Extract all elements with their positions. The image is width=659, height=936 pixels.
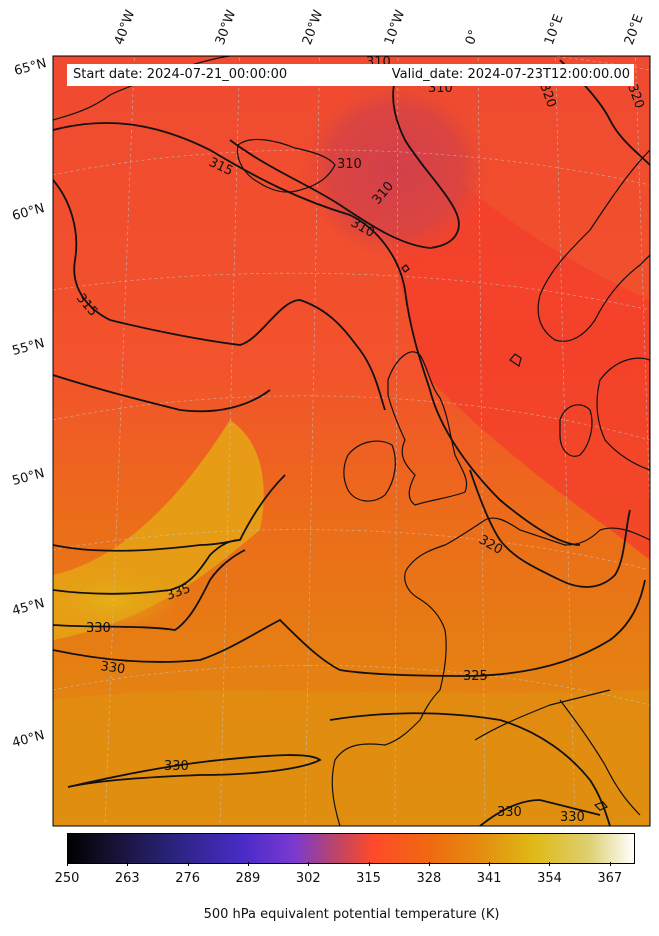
colorbar-tick-label: 302 bbox=[295, 871, 321, 886]
contour-label: 330 bbox=[560, 810, 585, 825]
contour-330-d bbox=[329, 712, 611, 826]
coast-ireland bbox=[343, 440, 396, 502]
colorbar-tick-label: 341 bbox=[476, 871, 502, 886]
colorbar-tick bbox=[489, 862, 491, 866]
coast-great-britain bbox=[387, 351, 468, 506]
contour-320-south bbox=[53, 474, 286, 552]
colorbar-tick-label: 315 bbox=[356, 871, 381, 886]
colorbar-tick bbox=[67, 862, 68, 866]
coast-continent bbox=[404, 517, 650, 721]
valid-date-text: Valid_date: 2024-07-23T12:00:00.00 bbox=[391, 67, 630, 82]
colorbar-tick-label: 328 bbox=[416, 871, 442, 886]
contour-330-c bbox=[67, 754, 322, 788]
colorbar-tick bbox=[368, 862, 370, 866]
contour-330-a bbox=[53, 549, 246, 631]
contour-315-west bbox=[53, 179, 386, 411]
coast-iberia bbox=[331, 719, 421, 826]
colorbar-tick bbox=[428, 862, 430, 866]
map-frame bbox=[52, 55, 651, 827]
colorbar-tick-label: 289 bbox=[235, 871, 261, 886]
contour-335 bbox=[53, 539, 241, 595]
colorbar-tick bbox=[247, 862, 249, 866]
field-southern-band bbox=[53, 690, 650, 826]
start-date-text: Start date: 2024-07-21_00:00:00 bbox=[73, 67, 288, 82]
contours bbox=[53, 59, 650, 826]
coast-italy bbox=[559, 699, 641, 816]
colorbar-tick bbox=[308, 862, 310, 866]
contour-label: 330 bbox=[86, 621, 111, 636]
colorbar bbox=[67, 833, 635, 864]
colorbar-tick bbox=[549, 862, 551, 866]
coast-iceland bbox=[236, 138, 336, 193]
contour-330-e bbox=[479, 799, 601, 826]
date-info-box: Start date: 2024-07-21_00:00:00 Valid_da… bbox=[67, 64, 634, 86]
colorbar-tick-label: 354 bbox=[537, 871, 562, 886]
contour-label: 330 bbox=[99, 659, 126, 677]
colorbar-label: 500 hPa equivalent potential temperature… bbox=[203, 907, 500, 922]
colorbar-tick bbox=[609, 862, 611, 866]
colorbar-tick bbox=[127, 862, 129, 866]
contour-320-continent bbox=[469, 469, 631, 588]
contour-330-b bbox=[53, 579, 646, 677]
colorbar-tick-label: 276 bbox=[175, 871, 201, 886]
colorbar-tick-label: 367 bbox=[597, 871, 623, 886]
colorbar-tick-label: 250 bbox=[54, 871, 80, 886]
contour-label: 310 bbox=[337, 157, 362, 172]
colorbar-tick-label: 263 bbox=[114, 871, 140, 886]
contour-315-north bbox=[53, 122, 581, 546]
contour-310 bbox=[229, 79, 460, 249]
coast-denmark bbox=[559, 404, 593, 457]
coast-norway bbox=[537, 149, 650, 342]
contour-label: 330 bbox=[164, 759, 189, 774]
contour-320-north bbox=[53, 374, 271, 413]
graticule bbox=[53, 56, 650, 826]
contour-label: 330 bbox=[497, 805, 522, 820]
contour-label: 325 bbox=[463, 669, 488, 684]
colorbar-tick bbox=[187, 862, 189, 866]
field-cold-core bbox=[300, 80, 490, 260]
